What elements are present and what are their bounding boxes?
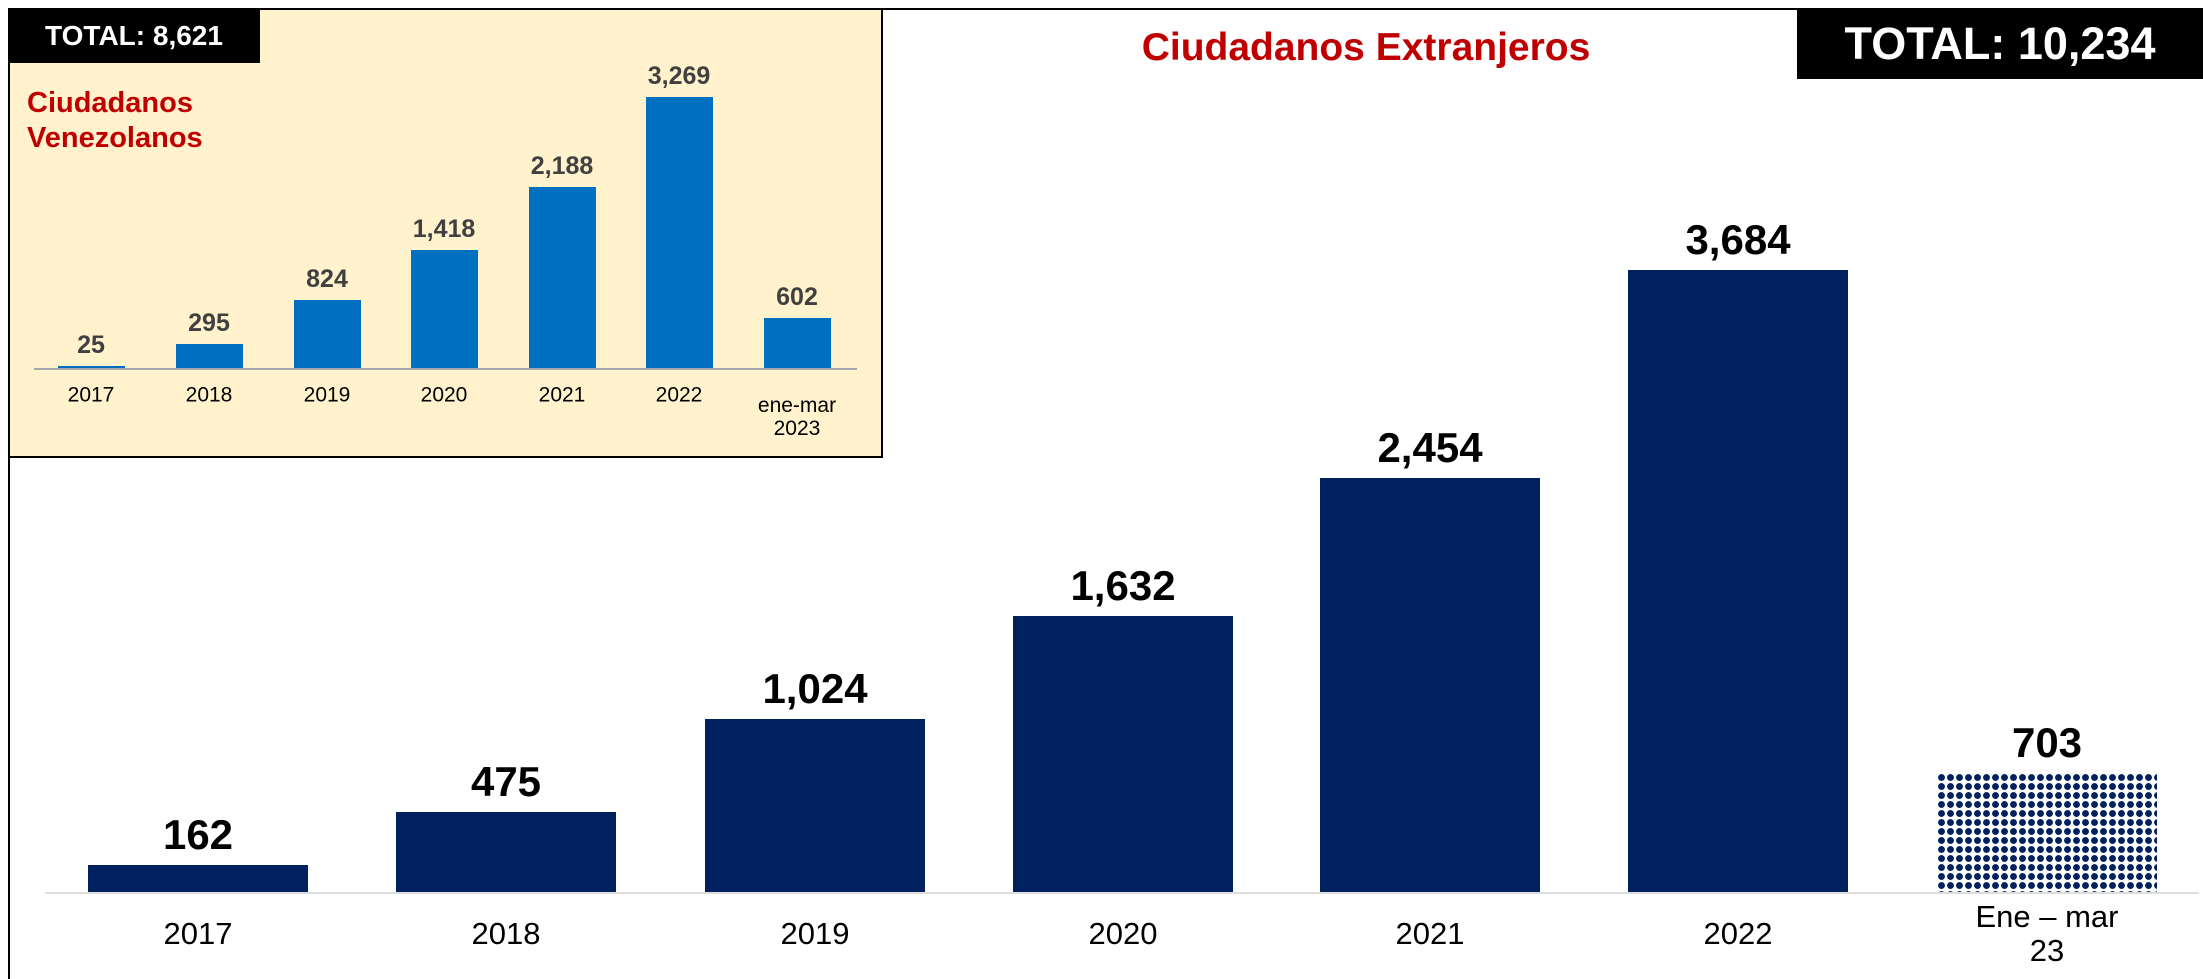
x-tick-label: Ene – mar 23 xyxy=(1975,898,2119,968)
value-label: 703 xyxy=(2011,719,2083,767)
value-label: 25 xyxy=(77,330,105,359)
inset-total-label: TOTAL: 8,621 xyxy=(8,8,260,63)
bar xyxy=(1013,616,1233,892)
inset-title: Ciudadanos Venezolanos xyxy=(27,87,203,154)
x-tick-label: 2018 xyxy=(471,915,541,951)
x-tick-label: 2018 xyxy=(185,383,233,407)
bar xyxy=(410,250,478,368)
value-label: 824 xyxy=(306,264,348,293)
total-label: TOTAL: 10,234 xyxy=(1797,8,2203,79)
x-tick-label: 2021 xyxy=(1395,915,1465,951)
frame xyxy=(8,8,2203,979)
bar xyxy=(1320,477,1540,892)
x-tick-label: 2021 xyxy=(538,383,586,407)
bar xyxy=(396,811,616,892)
bar xyxy=(57,365,125,368)
x-tick-label: 2020 xyxy=(1088,915,1158,951)
x-tick-label: 2019 xyxy=(303,383,351,407)
x-tick-label: 2017 xyxy=(163,915,233,951)
bar xyxy=(763,318,831,368)
value-label: 602 xyxy=(776,283,818,312)
bar xyxy=(645,97,713,368)
chart-title: Ciudadanos Extranjeros xyxy=(1141,26,1591,69)
value-label: 1,024 xyxy=(762,665,868,713)
bar xyxy=(293,299,361,368)
inset-panel xyxy=(8,8,883,458)
bar xyxy=(1937,773,2157,892)
value-label: 1,632 xyxy=(1070,562,1176,610)
bar xyxy=(175,343,243,368)
x-tick-label: 2020 xyxy=(420,383,468,407)
bar xyxy=(1628,270,1848,892)
value-label: 3,684 xyxy=(1685,216,1791,263)
baseline xyxy=(45,892,2199,894)
x-tick-label: ene-mar 2023 xyxy=(757,393,837,440)
bar xyxy=(705,719,925,892)
baseline xyxy=(34,368,857,370)
value-label: 3,269 xyxy=(647,62,711,90)
x-tick-label: 2022 xyxy=(1703,915,1773,951)
bar xyxy=(88,864,308,892)
bar xyxy=(528,186,596,368)
value-label: 2,454 xyxy=(1377,423,1483,471)
value-label: 475 xyxy=(470,757,542,805)
x-tick-label: 2022 xyxy=(655,383,703,407)
x-tick-label: 2019 xyxy=(780,915,850,951)
value-label: 295 xyxy=(188,308,230,337)
x-tick-label: 2017 xyxy=(67,383,115,407)
value-label: 2,188 xyxy=(530,151,594,180)
value-label: 162 xyxy=(162,810,234,858)
value-label: 1,418 xyxy=(412,215,476,244)
